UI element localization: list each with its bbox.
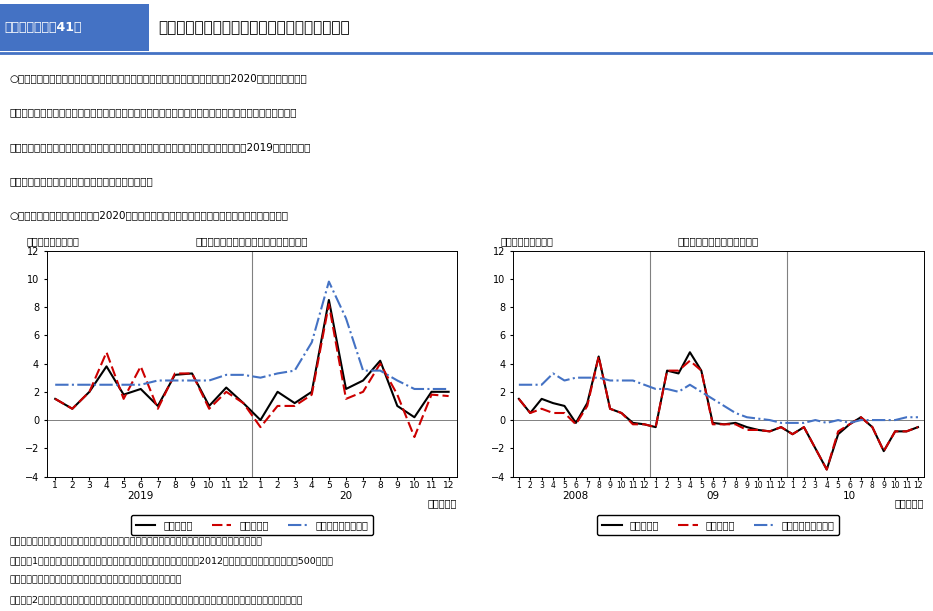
Text: （年・月）: （年・月） [428,498,457,508]
Text: 09: 09 [706,491,719,500]
Text: 10: 10 [843,491,856,500]
Text: 2008: 2008 [563,491,589,500]
Text: かけて一般労働者、パートタイム労働者とも所定内労働時間が大幅に減少したため、時間当たりの: かけて一般労働者、パートタイム労働者とも所定内労働時間が大幅に減少したため、時間… [9,108,297,117]
Text: 同月比２～３％程度の増加傾向が続いている。: 同月比２～３％程度の増加傾向が続いている。 [9,176,153,186]
Legend: 就業形態計, 一般労働者, パートタイム労働者: 就業形態計, 一般労働者, パートタイム労働者 [597,515,840,535]
Text: 新型コロナウイルス感染症の感染拡大期: 新型コロナウイルス感染症の感染拡大期 [196,236,308,246]
Text: 資料出所　厚生労働省「毎月勤労統計調査」をもとに厚生労働省政策統括官付政策統括室にて作成: 資料出所 厚生労働省「毎月勤労統計調査」をもとに厚生労働省政策統括官付政策統括室… [9,538,262,547]
Text: （前年同月比・％）: （前年同月比・％） [26,236,79,246]
Text: 20: 20 [340,491,353,500]
Text: （参考）リーマンショック期: （参考）リーマンショック期 [677,236,759,246]
Text: 2）時間当たり所定内給与は、所定内給与の指数を所定内労働時間の指数で除して指数化した値である。: 2）時間当たり所定内給与は、所定内給与の指数を所定内労働時間の指数で除して指数化… [9,595,303,604]
Text: 規模の事業所」についても再集計した値を示している。: 規模の事業所」についても再集計した値を示している。 [9,576,182,585]
FancyBboxPatch shape [0,4,149,51]
Text: （前年同月比・％）: （前年同月比・％） [501,236,553,246]
Text: ○　リーマンショック期には、2020年ほどの時間当たり所定内給与の上昇はみられなかった。: ○ リーマンショック期には、2020年ほどの時間当たり所定内給与の上昇はみられな… [9,210,288,220]
Legend: 就業形態計, 一般労働者, パートタイム労働者: 就業形態計, 一般労働者, パートタイム労働者 [131,515,373,535]
Text: （年・月）: （年・月） [895,498,924,508]
Text: （注）　1）調査産業計、事業所規模５人以上の値を示している。また、2012年以降において、東京都の「500人以上: （注） 1）調査産業計、事業所規模５人以上の値を示している。また、2012年以降… [9,557,333,566]
Text: 第１－（５）－41図: 第１－（５）－41図 [5,21,82,34]
Text: 賃金が大きく上昇した。パートタイム労働者では４～６月以外の月においても、2019年同様、前年: 賃金が大きく上昇した。パートタイム労働者では４～６月以外の月においても、2019… [9,142,311,152]
Text: 2019: 2019 [128,491,154,500]
Text: ○　所定内給与を所定内労働時間で除した時間当たりの所定内給与をみると、2020年４月から５月に: ○ 所定内給与を所定内労働時間で除した時間当たりの所定内給与をみると、2020年… [9,73,307,83]
Text: 就業形態別にみた時間当たり所定内給与の推移: 就業形態別にみた時間当たり所定内給与の推移 [159,20,350,35]
